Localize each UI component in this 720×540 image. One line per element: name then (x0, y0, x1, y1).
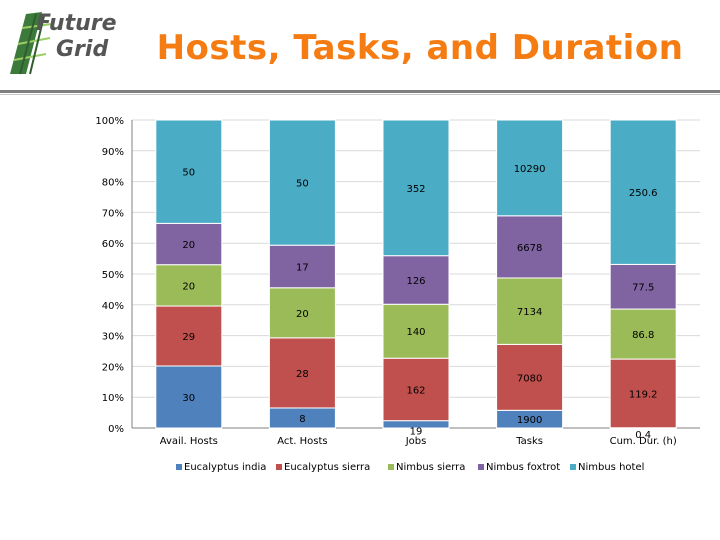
grid-globe-icon (10, 12, 53, 75)
y-tick-label: 60% (102, 239, 124, 250)
legend-swatch (570, 464, 576, 470)
bar-segment (496, 119, 564, 217)
legend-swatch (276, 464, 282, 470)
bar-segment (496, 215, 564, 279)
y-tick-label: 90% (102, 147, 124, 158)
data-label: 86.8 (632, 330, 654, 341)
legend-swatch (176, 464, 182, 470)
bar-segment (155, 264, 223, 307)
bar-segment (382, 357, 450, 422)
data-label: 250.6 (629, 188, 658, 199)
data-label: 119.2 (629, 389, 658, 400)
data-label: 20 (296, 309, 309, 320)
y-tick-label: 10% (102, 393, 124, 404)
y-tick-label: 0% (108, 424, 124, 435)
y-tick-label: 20% (102, 362, 124, 373)
data-label: 126 (406, 276, 425, 287)
data-label: 29 (182, 332, 195, 343)
bar-segment (496, 343, 564, 411)
bar-segment (609, 358, 677, 429)
bar-segment (382, 119, 450, 257)
x-tick-label: Act. Hosts (277, 436, 327, 447)
stacked-percent-bar-chart: 0% 10% 20% 30% 40% 50% 60% 70% 80% 90% 100% 30 29 20 2… (95, 116, 700, 473)
data-label: 162 (406, 385, 425, 396)
data-label: 8 (299, 414, 305, 425)
bar-segment (382, 255, 450, 305)
data-label: 17 (296, 262, 309, 273)
legend-swatch (478, 464, 484, 470)
data-label: 140 (406, 327, 425, 338)
logo-line2: Grid (56, 37, 108, 62)
page-title: Hosts, Tasks, and Duration (156, 28, 684, 68)
x-tick-label: Jobs (405, 436, 427, 447)
y-tick-label: 50% (102, 270, 124, 281)
y-tick-label: 40% (102, 301, 124, 312)
data-label: 0.4 (635, 430, 651, 441)
data-label: 28 (296, 369, 309, 380)
legend-swatch (388, 464, 394, 470)
y-tick-label: 100% (95, 116, 124, 127)
y-tick-label: 70% (102, 208, 124, 219)
data-label: 50 (296, 179, 309, 190)
futuregrid-logo: Future Grid (10, 11, 116, 75)
y-tick-label: 80% (102, 178, 124, 189)
bar-segment (268, 119, 336, 246)
data-label: 50 (182, 168, 195, 179)
data-label: 352 (406, 184, 425, 195)
data-label: 6678 (517, 243, 542, 254)
x-tick-label: Cum. Dur. (h) (610, 436, 677, 447)
legend-label: Nimbus sierra (396, 462, 465, 473)
data-label: 7080 (517, 373, 542, 384)
bar-segment (609, 119, 677, 265)
legend-label: Nimbus foxtrot (486, 462, 560, 473)
data-label: 19 (410, 426, 423, 437)
data-label: 20 (182, 281, 195, 292)
bar-segment (268, 337, 336, 409)
bar-segment (155, 305, 223, 367)
data-label: 77.5 (632, 283, 654, 294)
title-divider-thin (0, 94, 720, 95)
y-tick-label: 30% (102, 332, 124, 343)
data-label: 10290 (514, 164, 546, 175)
bar-segment (496, 277, 564, 345)
bar-segment (268, 287, 336, 339)
legend-label: Eucalyptus india (184, 462, 266, 473)
bar-segment (155, 222, 223, 266)
legend-label: Nimbus hotel (578, 462, 644, 473)
logo-line1: Future (36, 11, 116, 36)
legend-label: Eucalyptus sierra (284, 462, 370, 473)
title-divider (0, 90, 720, 93)
x-tick-label: Avail. Hosts (160, 436, 218, 447)
bar-segment (609, 263, 677, 310)
bar-segment (155, 119, 223, 224)
data-label: 1900 (517, 415, 542, 426)
x-tick-label: Tasks (515, 436, 543, 447)
data-label: 30 (182, 393, 195, 404)
data-label: 20 (182, 240, 195, 251)
data-label: 7134 (517, 307, 542, 318)
